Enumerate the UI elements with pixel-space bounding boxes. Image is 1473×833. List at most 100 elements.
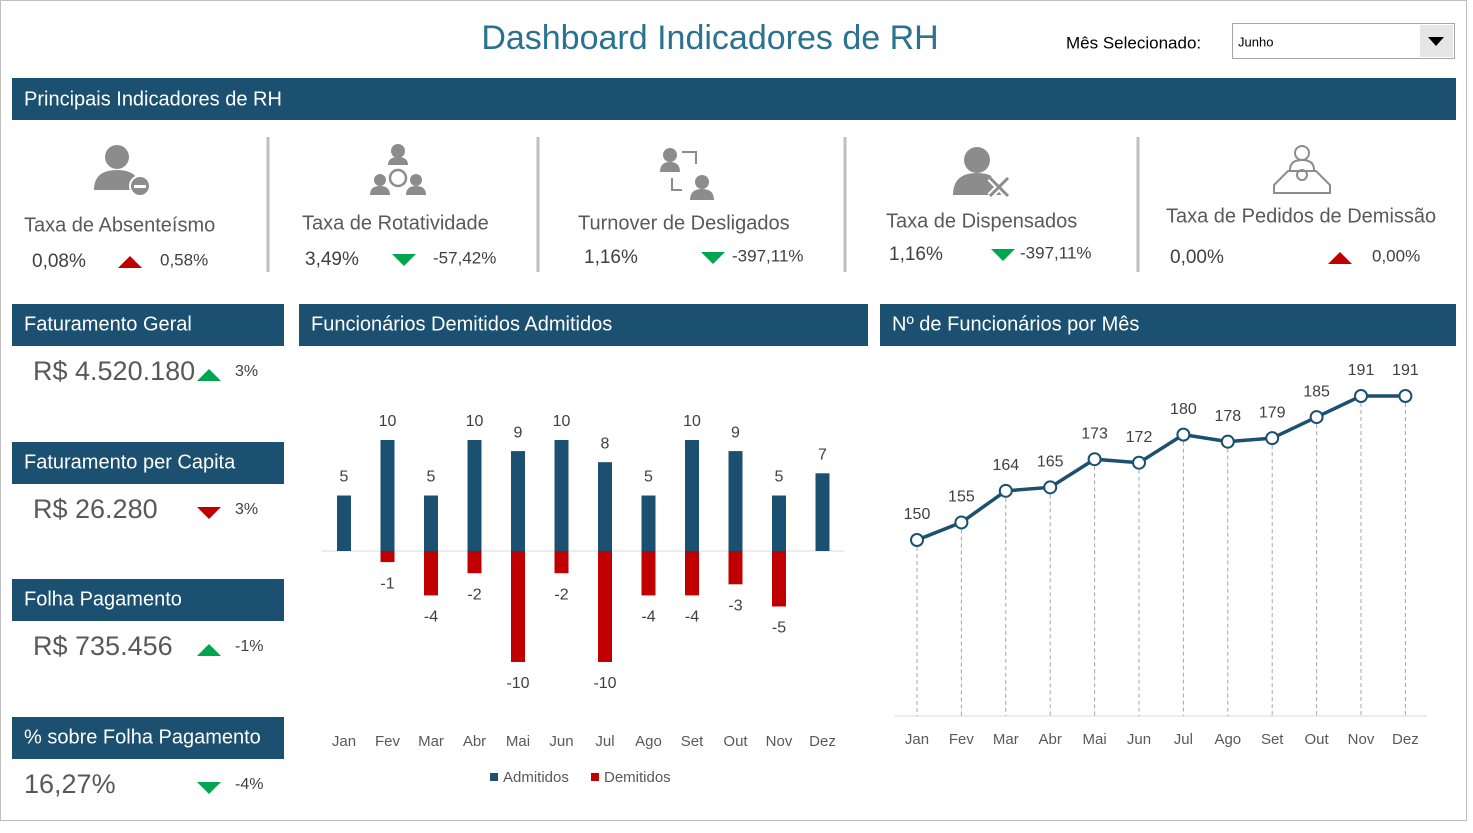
data-label: 155 xyxy=(948,489,975,506)
page-title: Dashboard Indicadores de RH xyxy=(481,19,938,57)
bar xyxy=(685,440,699,551)
data-label: -4 xyxy=(685,609,699,626)
x-tick-label: Mar xyxy=(993,731,1019,748)
kpi-value: 0,00% xyxy=(1170,247,1224,268)
chart-header xyxy=(880,304,1456,346)
data-label: 165 xyxy=(1037,454,1064,471)
data-label: -10 xyxy=(593,675,616,692)
chart-header xyxy=(299,304,868,346)
point xyxy=(1354,389,1368,403)
line xyxy=(916,394,1406,542)
data-label: 164 xyxy=(992,457,1019,474)
data-label: -2 xyxy=(554,586,568,603)
kpi-value: 1,16% xyxy=(889,244,943,265)
card-title: % sobre Folha Pagamento xyxy=(24,726,261,748)
trend-down-icon xyxy=(197,507,221,519)
bar xyxy=(641,551,656,596)
x-tick-label: Nov xyxy=(766,733,793,750)
data-label: 191 xyxy=(1348,362,1375,379)
legend-swatch xyxy=(490,773,498,781)
trend-down-icon xyxy=(701,252,725,264)
data-label: 191 xyxy=(1392,362,1419,379)
card-change: -1% xyxy=(235,638,263,655)
x-tick-label: Dez xyxy=(809,733,836,750)
kpi-label: Taxa de Dispensados xyxy=(886,210,1077,232)
kpi-label: Taxa de Rotatividade xyxy=(302,212,489,234)
point xyxy=(1043,480,1058,495)
bar xyxy=(772,495,786,551)
x-tick-label: Dez xyxy=(1392,731,1419,748)
bar xyxy=(424,495,438,551)
data-label: -1 xyxy=(380,575,394,592)
x-tick-label: Set xyxy=(1261,731,1284,748)
bar xyxy=(641,495,656,551)
trend-up-icon xyxy=(197,644,221,656)
card-header xyxy=(12,717,284,759)
point xyxy=(998,483,1013,498)
card-title: Faturamento Geral xyxy=(24,313,192,335)
bar xyxy=(598,462,612,551)
x-tick-label: Jan xyxy=(905,731,929,748)
point xyxy=(1087,452,1102,467)
dropdown-arrow[interactable] xyxy=(1428,37,1444,46)
month-dropdown[interactable]: Junho xyxy=(1232,23,1455,59)
card-header xyxy=(12,579,284,621)
x-tick-label: Jul xyxy=(1174,731,1193,748)
point xyxy=(1132,455,1146,470)
kpi-value: 3,49% xyxy=(305,249,359,270)
data-label: -4 xyxy=(641,609,655,626)
x-tick-label: Fev xyxy=(949,731,975,748)
card-value: R$ 735.456 xyxy=(33,631,173,661)
kpi-change: -57,42% xyxy=(433,248,496,267)
section-bar xyxy=(12,78,1456,120)
data-label: -3 xyxy=(728,598,742,615)
chart-title: Funcionários Demitidos Admitidos xyxy=(311,313,612,335)
card-value: 16,27% xyxy=(24,769,116,799)
data-label: 10 xyxy=(379,413,397,430)
kpi-icons xyxy=(94,144,1331,200)
trend-up-icon xyxy=(118,256,142,268)
data-label: 172 xyxy=(1126,429,1153,446)
trend-down-icon xyxy=(991,249,1015,261)
x-tick-label: Mar xyxy=(418,733,444,750)
legend-label: Admitidos xyxy=(503,769,569,786)
bar xyxy=(598,551,612,662)
x-tick-label: Abr xyxy=(463,733,486,750)
bar xyxy=(815,473,830,551)
data-label: -5 xyxy=(772,620,786,637)
data-label: 179 xyxy=(1259,404,1286,421)
trend-up-icon xyxy=(197,369,221,381)
x-tick-label: Jun xyxy=(1127,731,1151,748)
dropdown-box[interactable] xyxy=(1232,23,1455,59)
point xyxy=(1398,389,1413,403)
x-tick-label: Out xyxy=(1305,731,1330,748)
data-label: 178 xyxy=(1214,408,1241,425)
data-label: 8 xyxy=(601,435,610,452)
x-tick-label: Jul xyxy=(595,733,614,750)
kpi-label: Taxa de Absenteísmo xyxy=(24,214,215,236)
card-change: 3% xyxy=(235,363,258,380)
trend-down-icon xyxy=(392,254,416,266)
data-label: 5 xyxy=(775,469,784,486)
x-tick-label: Set xyxy=(681,733,704,750)
bar xyxy=(685,551,699,596)
bar xyxy=(728,451,743,551)
trend-down-icon xyxy=(197,782,221,794)
point xyxy=(1309,410,1324,425)
data-label: 185 xyxy=(1303,383,1330,400)
dropdown-value[interactable]: Junho xyxy=(1238,34,1273,49)
data-label: -10 xyxy=(506,675,529,692)
bar xyxy=(511,451,525,551)
point xyxy=(910,533,924,547)
card-value: R$ 4.520.180 xyxy=(33,356,195,386)
x-tick-label: Out xyxy=(723,733,748,750)
x-tick-label: Abr xyxy=(1039,731,1062,748)
card-change: 3% xyxy=(235,501,258,518)
card-change: -4% xyxy=(235,776,263,793)
point xyxy=(1220,434,1235,449)
kpi-value: 0,08% xyxy=(32,251,86,272)
x-tick-label: Jun xyxy=(549,733,573,750)
card-header xyxy=(12,304,284,346)
legend-swatch xyxy=(591,773,599,781)
